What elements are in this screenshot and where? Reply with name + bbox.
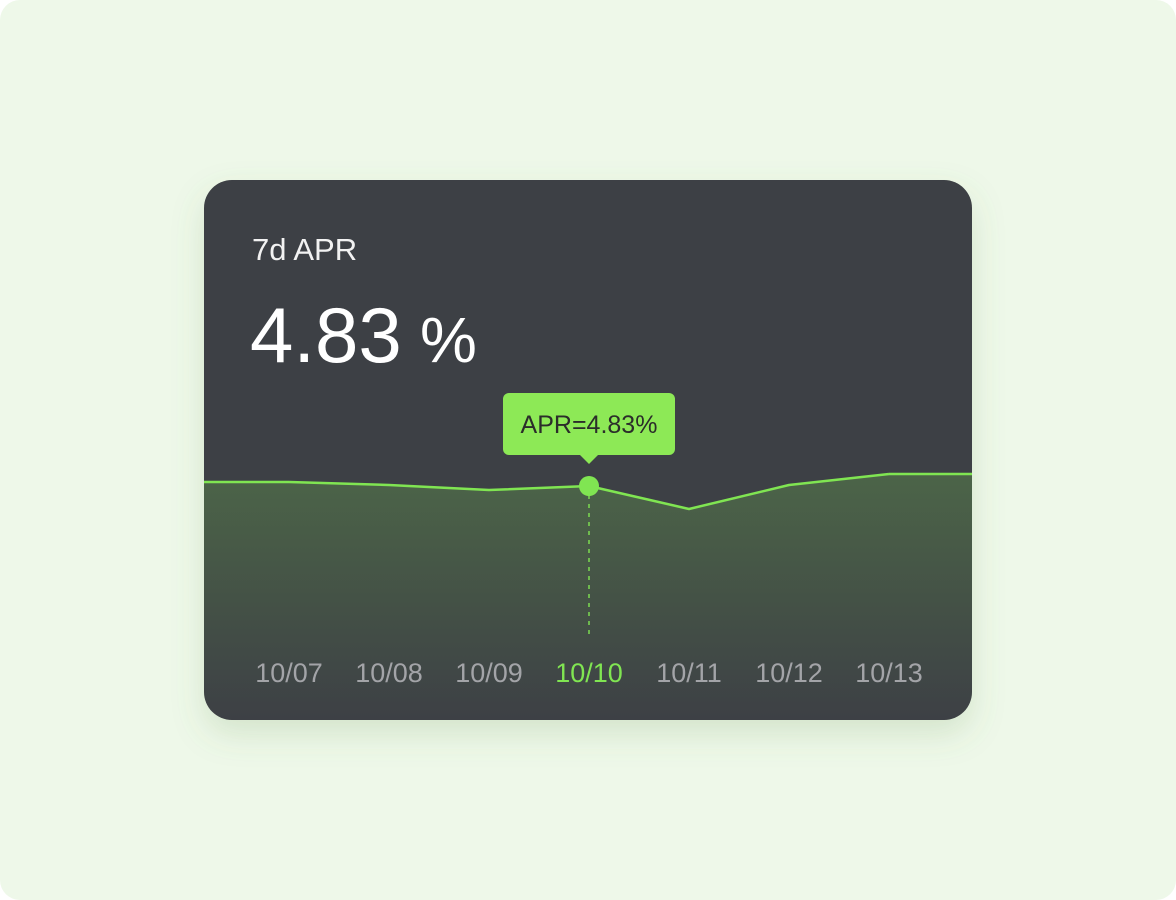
x-tick-label: 10/08 bbox=[355, 658, 423, 688]
tooltip-pointer bbox=[580, 455, 598, 464]
x-tick-label: 10/13 bbox=[855, 658, 923, 688]
tooltip-text: APR=4.83% bbox=[521, 411, 658, 439]
headline-unit: % bbox=[420, 304, 477, 376]
x-tick-label: 10/07 bbox=[255, 658, 323, 688]
headline-value: 4.83 bbox=[250, 291, 402, 379]
x-tick-label: 10/10 bbox=[555, 658, 623, 688]
highlight-point bbox=[579, 476, 599, 496]
x-tick-label: 10/11 bbox=[656, 658, 722, 688]
x-tick-label: 10/12 bbox=[755, 658, 823, 688]
plot bbox=[204, 472, 972, 720]
tooltip-box bbox=[503, 393, 675, 455]
x-tick-label: 10/09 bbox=[455, 658, 523, 688]
card-title: 7d APR bbox=[252, 232, 357, 267]
